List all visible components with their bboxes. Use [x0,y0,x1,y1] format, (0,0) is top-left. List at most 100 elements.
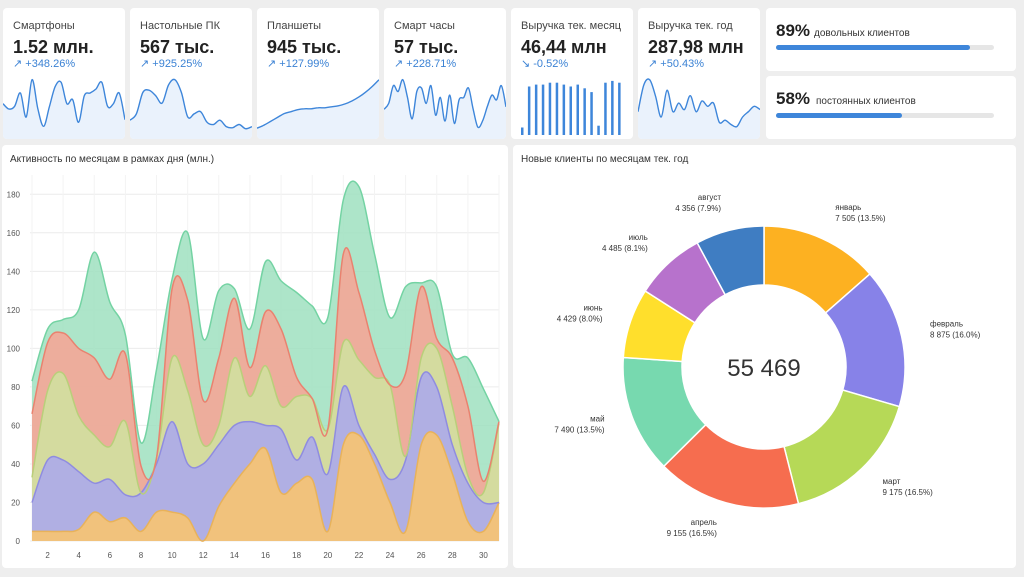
sparkline-bar [541,84,545,135]
slice-label: июль [629,233,648,242]
sparkline-line [638,78,760,128]
donut-slice[interactable] [696,225,765,296]
kpi-value: 57 тыс. [394,37,459,57]
regular-clients-value: 58% [776,89,811,108]
x-tick-label: 8 [139,551,144,560]
kpi-value: 1.52 млн. [13,37,94,57]
kpi-sparkline [3,78,125,139]
sparkline-area [257,79,379,139]
y-tick-label: 40 [11,460,20,469]
kpi-card: Планшеты 945 тыс. ↗ +127.99% [257,8,379,139]
kpi-title: Планшеты [267,20,322,32]
area-series-fill [32,431,499,542]
slice-label: август [698,193,722,202]
x-tick-label: 14 [230,551,239,560]
satisfied-clients-bar [776,45,994,50]
x-tick-label: 20 [323,551,332,560]
donut-total: 55 469 [727,355,800,382]
x-tick-label: 24 [386,551,395,560]
y-tick-label: 140 [7,267,21,276]
x-tick-label: 22 [354,551,363,560]
kpi-sparkline [521,80,621,135]
slice-value-label: 7 490 (13.5%) [554,426,605,435]
x-tick-label: 16 [261,551,270,560]
slice-value-label: 8 875 (16.0%) [930,331,981,340]
y-tick-label: 80 [11,383,20,392]
kpi-card: Настольные ПК 567 тыс. ↗ +925.25% [130,8,252,139]
x-tick-label: 18 [292,551,301,560]
sparkline-line [384,78,506,129]
kpi-change: ↘ -0.52% [521,58,569,70]
new-clients-title: Новые клиенты по месяцам тек. год [521,154,689,165]
y-tick-label: 100 [7,344,21,353]
area-series-line [31,338,500,497]
regular-clients-bar [776,113,994,118]
slice-label: июнь [583,303,602,312]
regular-clients-card: 58% постоянных клиентов [766,76,1016,139]
kpi-card: Смарт часы 57 тыс. ↗ +228.71% [384,8,506,139]
kpi-title: Смарт часы [394,20,455,32]
satisfied-clients-label: довольных клиентов [814,28,910,39]
kpi-change: ↗ +127.99% [267,58,330,70]
sparkline-line [130,78,252,130]
area-series-line [31,246,500,483]
sparkline-line [257,79,379,129]
sparkline-bar [604,82,607,135]
slice-value-label: 4 485 (8.1%) [602,244,648,253]
y-tick-label: 20 [11,498,20,507]
sparkline-bar [534,84,538,135]
sparkline-bar [583,88,586,135]
x-tick-label: 6 [108,551,113,560]
satisfied-clients-bar-fill [776,45,971,50]
sparkline-bar [521,127,524,135]
area-series-line [31,180,500,444]
kpi-card: Смартфоны 1.52 млн. ↗ +348.26% [3,8,125,139]
slice-label: апрель [691,518,717,527]
sparkline-bar [618,82,621,135]
y-tick-label: 160 [7,229,21,238]
area-series-line [31,371,500,505]
slice-label: январь [835,203,861,212]
kpi-title: Выручка тек. месяц [521,20,622,32]
kpi-change: ↗ +228.71% [394,58,457,70]
sparkline-area [130,79,252,139]
kpi-card: Выручка тек. год 287,98 млн ↗ +50.43% [638,8,760,139]
area-series-line [31,430,500,542]
slice-value-label: 9 175 (16.5%) [883,488,934,497]
x-tick-label: 26 [417,551,426,560]
sparkline-bar [527,86,531,135]
kpi-value: 945 тыс. [267,37,342,57]
y-tick-label: 120 [7,306,21,315]
kpi-value: 287,98 млн [648,37,744,57]
y-tick-label: 180 [7,190,21,199]
slice-label: май [590,415,604,424]
y-tick-label: 0 [16,537,21,546]
sparkline-area [384,79,506,139]
kpi-change: ↗ +348.26% [13,58,76,70]
sparkline-bar [569,86,572,135]
kpi-sparkline [384,78,506,139]
slice-value-label: 4 429 (8.0%) [557,314,603,323]
slice-value-label: 7 505 (13.5%) [835,214,886,223]
satisfied-clients-value: 89% [776,21,811,40]
sparkline-bar [548,82,552,135]
x-tick-label: 28 [448,551,457,560]
x-tick-label: 30 [479,551,488,560]
kpi-sparkline [130,78,252,139]
donut-slice[interactable] [783,389,901,505]
kpi-title: Выручка тек. год [648,20,733,32]
sparkline-bar [555,82,559,135]
kpi-title: Настольные ПК [140,20,220,32]
sparkline-bar [611,80,614,135]
kpi-value: 46,44 млн [521,37,607,57]
satisfied-clients-card: 89% довольных клиентов [766,8,1016,71]
kpi-sparkline [638,78,760,139]
kpi-change: ↗ +925.25% [140,58,203,70]
sparkline-bar [576,84,579,135]
sparkline-line [3,78,125,127]
sparkline-area [3,79,125,139]
new-clients-donut-chart: январь 7 505 (13.5%) февраль 8 875 (16.0%) м… [554,193,981,538]
kpi-sparkline [257,79,379,139]
activity-chart-title: Активность по месяцам в рамках дня (млн.… [10,154,215,165]
